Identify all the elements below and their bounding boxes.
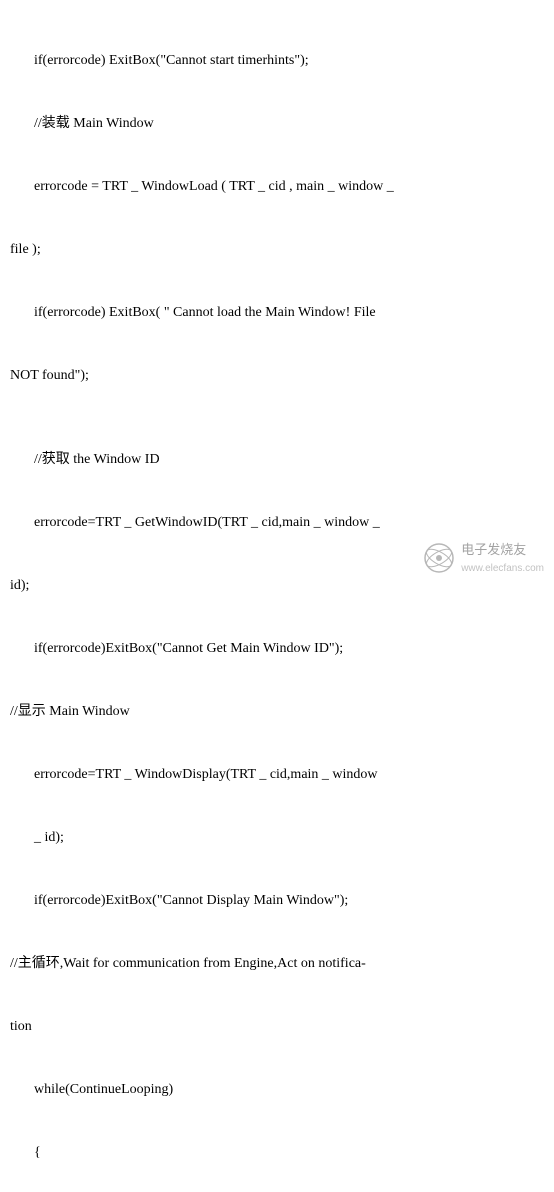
code-line: errorcode=TRT _ WindowDisplay(TRT _ cid,… [10,764,544,785]
code-comment: //主循环,Wait for communication from Engine… [10,953,544,974]
code-line: id); [10,575,544,596]
watermark-text: 电子发烧友 www.elecfans.com [461,540,544,576]
code-line: if(errorcode)ExitBox("Cannot Get Main Wi… [10,638,544,659]
code-line: if(errorcode) ExitBox( " Cannot load the… [10,302,544,323]
code-line: tion [10,1016,544,1037]
code-line: _ id); [10,827,544,848]
code-line: if(errorcode) ExitBox("Cannot start time… [10,50,544,71]
watermark-title: 电子发烧友 [461,542,526,557]
code-line: file ); [10,239,544,260]
code-line: while(ContinueLooping) [10,1079,544,1100]
code-comment: //装载 Main Window [10,113,544,134]
elecfans-logo-icon [423,542,455,574]
code-comment: //显示 Main Window [10,701,544,722]
code-line: errorcode=TRT _ GetWindowID(TRT _ cid,ma… [10,512,544,533]
watermark-url: www.elecfans.com [461,561,544,576]
code-line: errorcode = TRT _ WindowLoad ( TRT _ cid… [10,176,544,197]
code-comment: //获取 the Window ID [10,449,544,470]
code-line: if(errorcode)ExitBox("Cannot Display Mai… [10,890,544,911]
code-brace: { [10,1142,544,1163]
watermark: 电子发烧友 www.elecfans.com [423,540,544,576]
code-listing: if(errorcode) ExitBox("Cannot start time… [10,8,544,1192]
code-line: NOT found"); [10,365,544,386]
